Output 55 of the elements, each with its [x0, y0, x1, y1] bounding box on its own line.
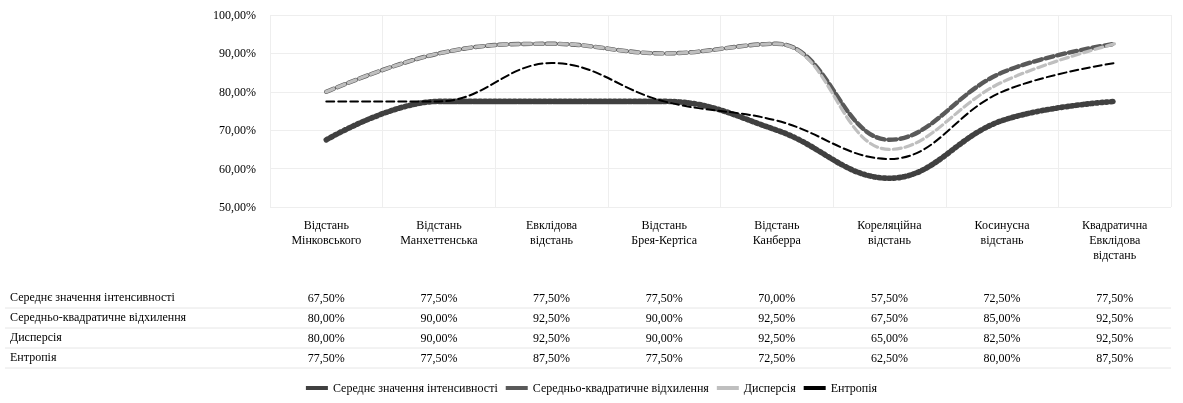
x-tick-label: Відстань Манхеттенська: [400, 217, 479, 247]
y-tick-label: 80,00%: [219, 84, 256, 99]
data-label: 92,50%: [1096, 311, 1134, 325]
y-tick-label: 70,00%: [219, 123, 256, 138]
legend-label: Ентропія: [830, 381, 878, 395]
data-label: 90,00%: [645, 311, 683, 325]
x-tick-label: Відстань Канберра: [752, 217, 802, 247]
y-tick-label: 100,00%: [213, 8, 256, 22]
data-label: 80,00%: [307, 331, 345, 345]
x-tick-label: Квадратична Евклідова відстань: [1081, 217, 1149, 262]
data-label: 77,50%: [1096, 291, 1134, 305]
data-label: 90,00%: [420, 331, 458, 345]
data-label: 90,00%: [420, 311, 458, 325]
x-tick-label: Косинусна відстань: [974, 217, 1031, 247]
text: Середнє значення інтенсивності: [10, 290, 175, 304]
data-label: 77,50%: [420, 291, 458, 305]
data-label: 80,00%: [983, 351, 1021, 365]
data-label: 70,00%: [758, 291, 796, 305]
data-label: 90,00%: [645, 331, 683, 345]
data-label: 77,50%: [420, 351, 458, 365]
legend-label: Дисперсія: [743, 381, 797, 395]
x-tick-label: Евклідова відстань: [526, 217, 578, 247]
legend-label: Середньо-квадратичне відхилення: [532, 381, 710, 395]
data-label: 87,50%: [533, 351, 571, 365]
text: Середньо-квадратичне відхилення: [10, 310, 187, 324]
y-tick-label: 50,00%: [219, 200, 256, 214]
data-label: 77,50%: [307, 351, 345, 365]
data-label: 92,50%: [758, 331, 796, 345]
data-label: 72,50%: [758, 351, 796, 365]
legend-label: Середнє значення інтенсивності: [332, 381, 499, 395]
data-label: 67,50%: [870, 311, 908, 325]
data-label: 80,00%: [307, 311, 345, 325]
data-label: 77,50%: [533, 291, 571, 305]
data-label: 72,50%: [983, 291, 1021, 305]
text: Дисперсія: [10, 330, 62, 344]
data-label: 77,50%: [645, 291, 683, 305]
data-label: 82,50%: [983, 331, 1021, 345]
text: Ентропія: [10, 350, 57, 364]
data-label: 57,50%: [870, 291, 908, 305]
data-label: 67,50%: [307, 291, 345, 305]
data-label: 92,50%: [533, 311, 571, 325]
y-tick-label: 90,00%: [219, 46, 256, 61]
data-label: 85,00%: [983, 311, 1021, 325]
data-label: 62,50%: [870, 351, 908, 365]
data-label: 65,00%: [870, 331, 908, 345]
data-label: 92,50%: [533, 331, 571, 345]
y-tick-label: 60,00%: [219, 161, 256, 176]
data-label: 92,50%: [1096, 331, 1134, 345]
data-label: 77,50%: [645, 351, 683, 365]
x-tick-label: Відстань Брея-Кертіса: [631, 217, 698, 247]
line-series: [325, 62, 1116, 160]
data-label: 92,50%: [758, 311, 796, 325]
x-tick-label: Відстань Мінковського: [291, 217, 362, 247]
data-label: 87,50%: [1096, 351, 1134, 365]
x-tick-label: Кореляційна відстань: [857, 217, 923, 247]
